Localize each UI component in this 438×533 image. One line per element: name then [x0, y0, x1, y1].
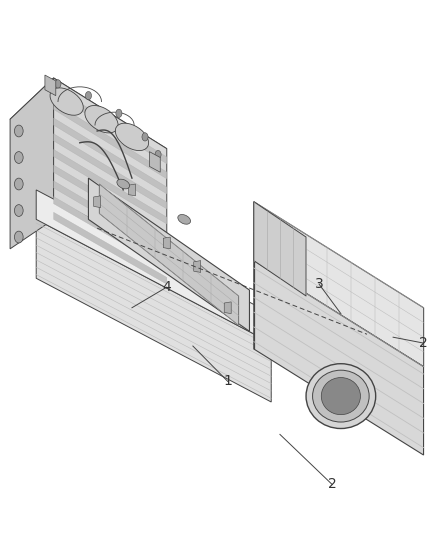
Circle shape: [55, 80, 61, 88]
Polygon shape: [194, 261, 201, 272]
Circle shape: [85, 92, 92, 100]
Ellipse shape: [321, 377, 360, 415]
Ellipse shape: [85, 106, 118, 133]
Polygon shape: [53, 118, 167, 194]
Ellipse shape: [115, 123, 148, 151]
Polygon shape: [53, 134, 167, 209]
Polygon shape: [254, 261, 424, 455]
Polygon shape: [53, 165, 167, 239]
Text: 1: 1: [223, 374, 232, 389]
Polygon shape: [53, 181, 167, 254]
Polygon shape: [53, 78, 167, 284]
Circle shape: [14, 231, 23, 243]
Polygon shape: [53, 102, 167, 179]
Polygon shape: [88, 178, 250, 332]
Polygon shape: [128, 184, 135, 196]
Polygon shape: [10, 78, 53, 249]
Circle shape: [14, 151, 23, 164]
Polygon shape: [53, 87, 167, 164]
Ellipse shape: [306, 364, 376, 429]
Polygon shape: [224, 302, 231, 313]
Text: 3: 3: [315, 277, 324, 291]
Circle shape: [155, 150, 161, 159]
Ellipse shape: [313, 370, 369, 422]
Circle shape: [116, 109, 122, 117]
Polygon shape: [36, 190, 271, 343]
Polygon shape: [53, 149, 167, 224]
Polygon shape: [149, 151, 160, 172]
Text: 4: 4: [162, 280, 171, 294]
Polygon shape: [10, 78, 167, 190]
Polygon shape: [94, 196, 101, 207]
Polygon shape: [163, 237, 170, 249]
Circle shape: [142, 133, 148, 141]
Circle shape: [14, 205, 23, 216]
Polygon shape: [254, 201, 306, 296]
Polygon shape: [53, 197, 167, 269]
Polygon shape: [53, 212, 167, 284]
Ellipse shape: [178, 214, 191, 224]
Ellipse shape: [50, 88, 83, 115]
Text: 2: 2: [419, 336, 428, 350]
Circle shape: [14, 125, 23, 137]
Polygon shape: [45, 75, 56, 95]
Polygon shape: [36, 220, 271, 402]
Text: 2: 2: [328, 478, 336, 491]
Polygon shape: [99, 184, 239, 326]
Circle shape: [14, 178, 23, 190]
Polygon shape: [254, 201, 424, 367]
Ellipse shape: [117, 179, 130, 189]
